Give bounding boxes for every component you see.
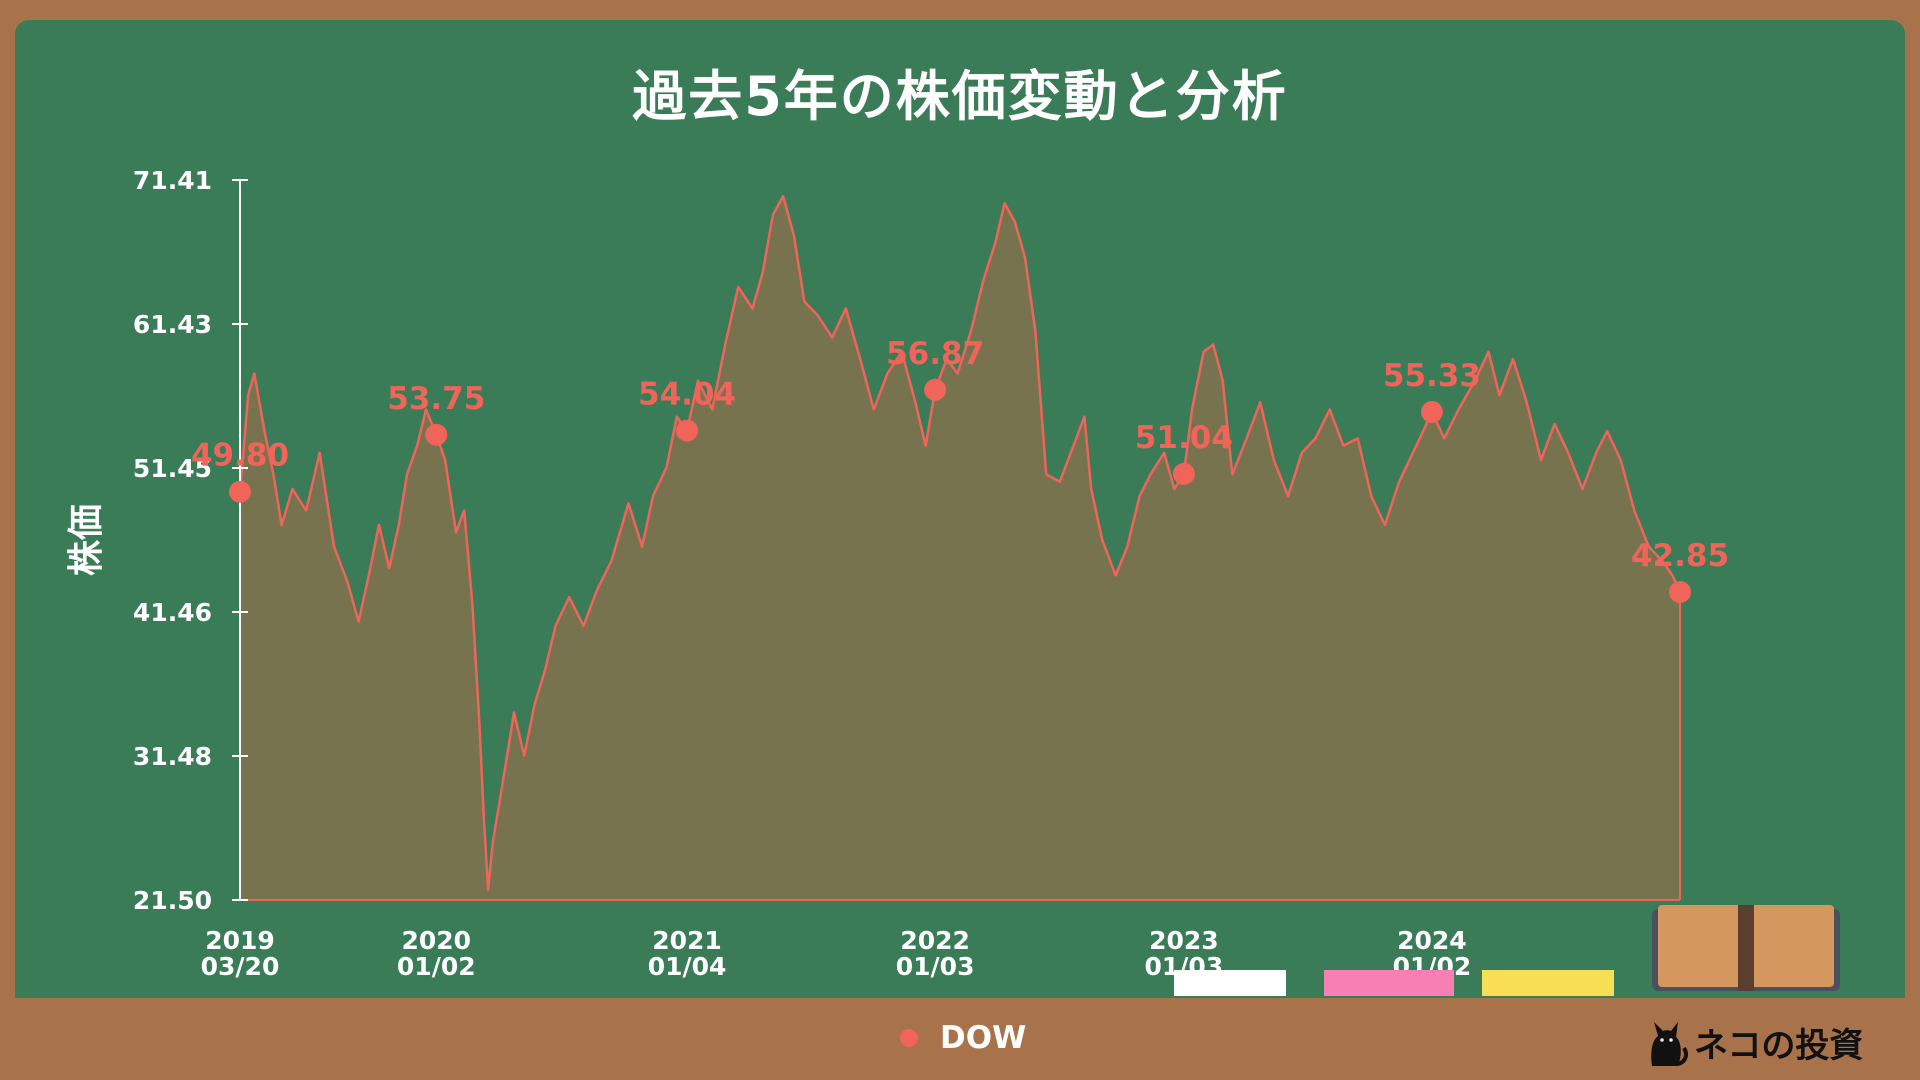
y-tick-label: 21.50 [133, 886, 212, 915]
brand-text: ネコの投資 [1694, 1025, 1864, 1066]
x-tick-label: 01/04 [648, 952, 727, 981]
x-tick-label: 01/03 [896, 952, 975, 981]
series-line-dow [238, 194, 1682, 892]
book-icon [1652, 905, 1840, 991]
data-label: 54.04 [638, 377, 736, 413]
x-tick-label: 2022 [900, 926, 970, 955]
white-chalk-icon [1174, 970, 1286, 996]
y-tick-label: 31.48 [133, 742, 212, 771]
area-fill [240, 196, 1680, 900]
x-tick-label: 2024 [1397, 926, 1467, 955]
chart-title: 過去5年の株価変動と分析 [632, 65, 1288, 128]
data-label: 49.80 [191, 438, 289, 474]
data-label: 55.33 [1383, 358, 1481, 394]
y-tick-label: 41.46 [133, 598, 212, 627]
data-label: 51.04 [1135, 420, 1233, 456]
data-label: 42.85 [1631, 538, 1729, 574]
x-tick-label: 03/20 [201, 952, 280, 981]
pink-chalk-icon [1324, 970, 1454, 996]
y-tick-label: 61.43 [133, 310, 212, 339]
data-point [1669, 581, 1691, 604]
y-tick-label: 51.45 [133, 454, 212, 483]
data-point [1172, 462, 1195, 485]
data-point [1420, 400, 1443, 423]
x-tick-label: 2023 [1149, 926, 1219, 955]
legend-marker [900, 1029, 918, 1047]
data-point [676, 419, 699, 442]
x-tick-label: 2019 [205, 926, 275, 955]
data-label: 53.75 [387, 381, 485, 417]
data-label: 56.87 [886, 336, 984, 372]
data-point [924, 378, 947, 401]
yellow-chalk-icon [1482, 970, 1614, 996]
x-tick-label: 2020 [401, 926, 471, 955]
data-point [229, 480, 251, 503]
legend-label: DOW [940, 1020, 1027, 1056]
y-tick-label: 71.41 [133, 166, 212, 195]
black-cat-icon [1651, 1022, 1688, 1066]
x-tick-label: 2021 [652, 926, 722, 955]
legend: DOW [900, 1020, 1026, 1056]
x-tick-label: 01/02 [397, 952, 476, 981]
data-point [425, 423, 448, 446]
brand-logo: ネコの投資 [1644, 1016, 1863, 1068]
